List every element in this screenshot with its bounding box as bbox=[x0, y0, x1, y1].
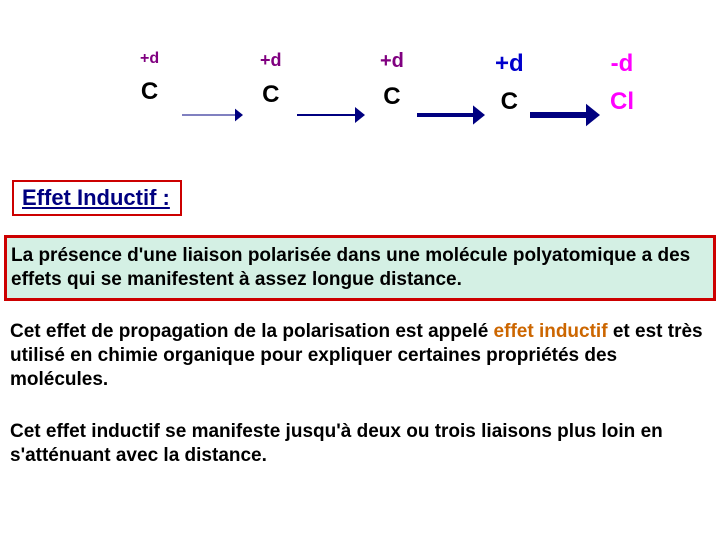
atom-group: -d Cl bbox=[610, 50, 634, 116]
paragraph: Cet effet de propagation de la polarisat… bbox=[10, 320, 710, 391]
heading-text: Effet Inductif : bbox=[22, 185, 170, 210]
definition-box: La présence d'une liaison polarisée dans… bbox=[4, 235, 716, 301]
atom-group: +d C bbox=[140, 50, 159, 106]
delta-label: +d bbox=[495, 50, 524, 78]
atom-label: C bbox=[260, 81, 282, 109]
highlight-term: effet inductif bbox=[494, 321, 608, 342]
delta-label: +d bbox=[140, 50, 159, 68]
delta-label: -d bbox=[610, 50, 634, 78]
delta-label: +d bbox=[380, 50, 404, 73]
bond-arrow bbox=[528, 100, 602, 130]
atom-label: C bbox=[140, 78, 159, 106]
inductive-diagram: +d C +d C +d C +d C -d Cl bbox=[110, 50, 670, 140]
atom-group: +d C bbox=[260, 50, 282, 109]
definition-text: La présence d'une liaison polarisée dans… bbox=[11, 244, 707, 292]
atom-group: +d C bbox=[495, 50, 524, 116]
bond-arrow bbox=[415, 102, 487, 128]
atom-group: +d C bbox=[380, 50, 404, 111]
atom-label: C bbox=[495, 88, 524, 116]
para-text: Cet effet inductif se manifeste jusqu'à … bbox=[10, 421, 663, 466]
atom-label: C bbox=[380, 83, 404, 111]
delta-label: +d bbox=[260, 50, 282, 71]
bond-arrow bbox=[295, 104, 367, 126]
heading-box: Effet Inductif : bbox=[12, 180, 182, 216]
atom-label: Cl bbox=[610, 88, 634, 116]
bond-arrow bbox=[180, 105, 245, 125]
para-text: Cet effet de propagation de la polarisat… bbox=[10, 321, 494, 342]
paragraph: Cet effet inductif se manifeste jusqu'à … bbox=[10, 420, 710, 468]
